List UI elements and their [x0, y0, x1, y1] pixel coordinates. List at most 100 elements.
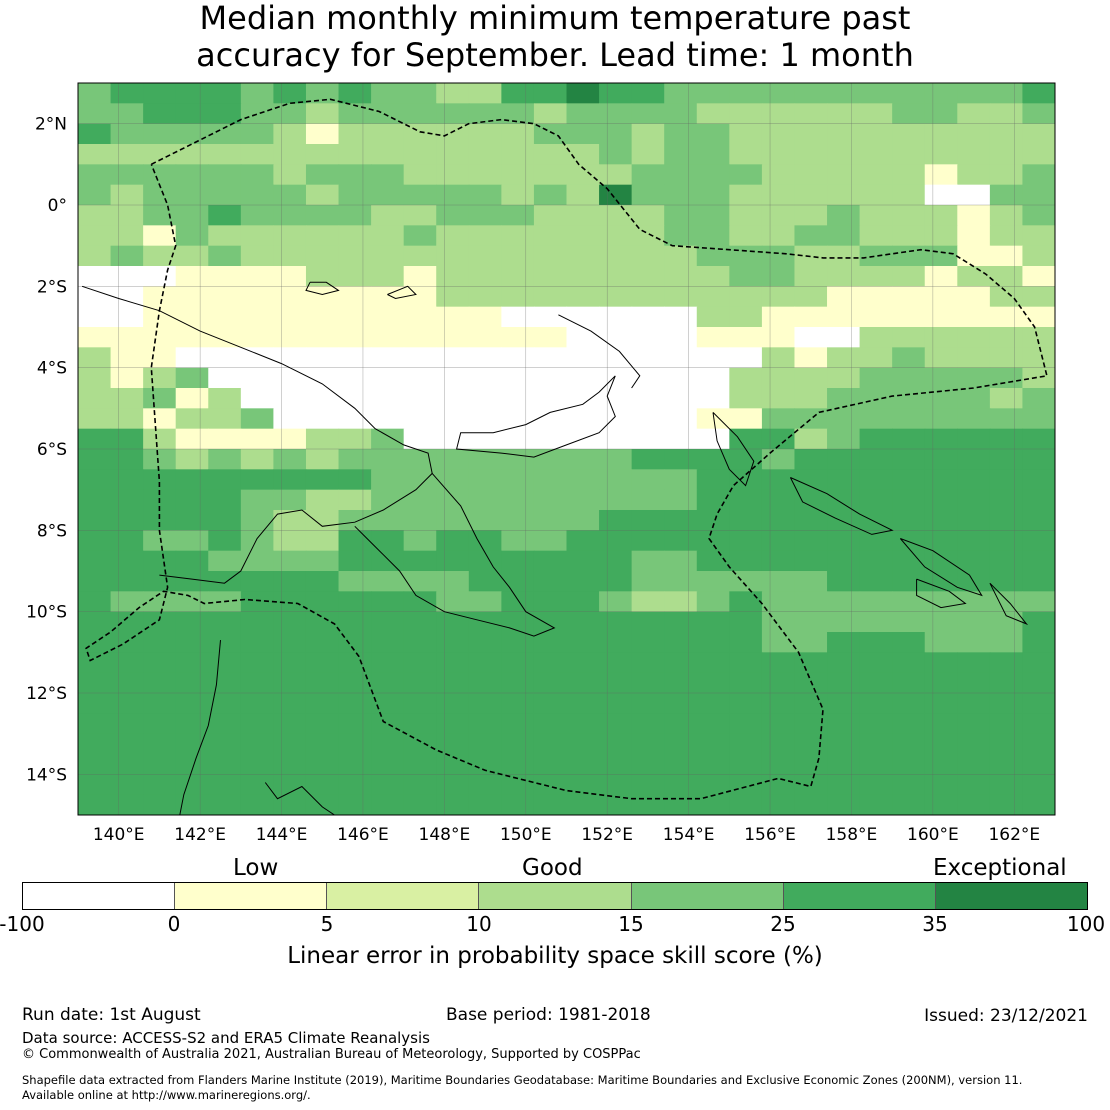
- grid-cell: [338, 591, 372, 613]
- lon-tick-label: 150°E: [500, 825, 552, 845]
- grid-cell: [175, 489, 209, 511]
- grid-cell: [794, 571, 828, 592]
- grid-cell: [664, 489, 698, 511]
- grid-cell: [631, 693, 665, 714]
- grid-cell: [143, 632, 177, 653]
- grid-cell: [859, 225, 893, 247]
- grid-cell: [533, 184, 568, 206]
- grid-cell: [729, 103, 763, 125]
- grid-cell: [371, 733, 405, 755]
- grid-cell: [696, 428, 730, 450]
- grid-cell: [696, 510, 730, 531]
- grid-cell: [175, 123, 209, 145]
- grid-cell: [566, 245, 600, 267]
- grid-cell: [533, 530, 568, 552]
- grid-cell: [599, 144, 633, 165]
- lon-tick-label: 146°E: [337, 825, 389, 845]
- grid-cell: [1022, 83, 1055, 104]
- grid-cell: [305, 245, 340, 267]
- grid-cell: [696, 632, 730, 653]
- grid-cell: [957, 266, 991, 287]
- grid-cell: [338, 611, 372, 633]
- grid-cell: [175, 327, 209, 348]
- grid-cell: [338, 184, 372, 206]
- grid-cell: [761, 794, 796, 815]
- grid-cell: [175, 347, 209, 369]
- grid-cell: [403, 794, 437, 815]
- grid-cell: [924, 611, 958, 633]
- grid-cell: [794, 83, 828, 104]
- grid-cell: [175, 83, 209, 104]
- grid-cell: [794, 306, 828, 328]
- grid-cell: [273, 672, 307, 694]
- grid-cell: [143, 469, 177, 491]
- grid-cell: [729, 144, 763, 165]
- grid-cell: [664, 225, 698, 247]
- grid-cell: [924, 286, 958, 308]
- grid-cell: [305, 286, 340, 308]
- grid-cell: [599, 184, 633, 206]
- grid-cell: [827, 774, 861, 796]
- grid-cell: [859, 306, 893, 328]
- grid-cell: [599, 306, 633, 328]
- grid-cell: [957, 510, 991, 531]
- grid-cell: [468, 83, 502, 104]
- grid-cell: [729, 632, 763, 653]
- grid-cell: [989, 388, 1024, 409]
- grid-cell: [827, 510, 861, 531]
- grid-cell: [761, 225, 796, 247]
- grid-cell: [240, 550, 274, 572]
- grid-cell: [208, 83, 242, 104]
- grid-cell: [305, 225, 340, 247]
- grid-cell: [305, 794, 340, 815]
- grid-cell: [924, 408, 958, 430]
- issued-date: Issued: 23/12/2021: [924, 1006, 1088, 1026]
- grid-cell: [436, 388, 470, 409]
- grid-cell: [957, 733, 991, 755]
- grid-cell: [827, 266, 861, 287]
- grid-cell: [1022, 794, 1055, 815]
- grid-cell: [403, 774, 437, 796]
- grid-cell: [501, 286, 535, 308]
- grid-cell: [761, 510, 796, 531]
- grid-cell: [240, 266, 274, 287]
- grid-cell: [729, 388, 763, 409]
- grid-cell: [143, 367, 177, 389]
- grid-cell: [240, 489, 274, 511]
- grid-cell: [501, 794, 535, 815]
- grid-cell: [175, 693, 209, 714]
- grid-cell: [273, 347, 307, 369]
- grid-cell: [924, 672, 958, 694]
- grid-cell: [859, 367, 893, 389]
- grid-cell: [501, 164, 535, 186]
- grid-cell: [1022, 225, 1055, 247]
- colorbar-tick: -100: [0, 912, 45, 936]
- grid-cell: [273, 428, 307, 450]
- grid-cell: [1022, 306, 1055, 328]
- grid-cell: [371, 794, 405, 815]
- grid-cell: [533, 469, 568, 491]
- grid-cell: [827, 591, 861, 613]
- grid-cell: [761, 286, 796, 308]
- grid-cell: [533, 347, 568, 369]
- grid-cell: [240, 449, 274, 470]
- grid-cell: [761, 550, 796, 572]
- grid-cell: [696, 103, 730, 125]
- grid-cell: [240, 611, 274, 633]
- grid-cell: [631, 408, 665, 430]
- grid-cell: [338, 83, 372, 104]
- grid-cell: [143, 733, 177, 755]
- grid-cell: [761, 306, 796, 328]
- grid-cell: [78, 144, 112, 165]
- grid-cell: [892, 306, 926, 328]
- grid-cell: [78, 306, 112, 328]
- grid-cell: [305, 144, 340, 165]
- grid-cell: [371, 367, 405, 389]
- grid-cell: [631, 347, 665, 369]
- grid-cell: [175, 266, 209, 287]
- grid-cell: [468, 388, 502, 409]
- grid-cell: [143, 794, 177, 815]
- grid-cell: [794, 489, 828, 511]
- grid-cell: [403, 123, 437, 145]
- grid-cell: [957, 693, 991, 714]
